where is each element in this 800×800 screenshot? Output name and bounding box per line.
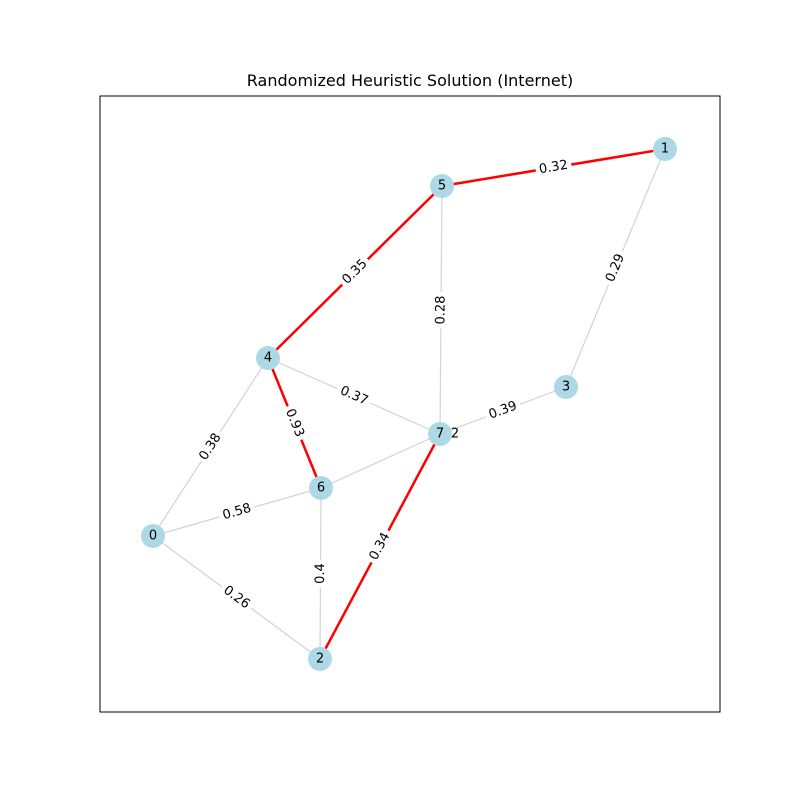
edge-label-4-6: 0.93	[282, 407, 307, 439]
plot-frame	[99, 95, 721, 713]
edge-label-7-2-background	[364, 526, 396, 567]
node-4	[256, 346, 280, 370]
node-0	[141, 524, 165, 548]
edge-label-5-7-group: 0.28	[432, 291, 450, 329]
edge-label-4-7: 0.37	[338, 383, 371, 408]
node-label-4: 4	[264, 351, 272, 366]
edge-label-7-2-group: 0.34	[364, 526, 396, 567]
edge-label-0-4-background	[194, 427, 227, 467]
edge-label-6-2-group: 0.4	[312, 559, 329, 588]
edge-label-0-2-group: 0.26	[217, 580, 256, 615]
node-label-1: 1	[661, 142, 669, 157]
edge-label-4-5-background	[336, 253, 374, 291]
edge-label-6-2-background	[312, 559, 329, 588]
edge-label-4-6-group: 0.93	[280, 403, 309, 443]
node-label-6: 6	[317, 481, 325, 496]
node-label-2: 2	[316, 652, 324, 667]
edge-label-6-2: 0.4	[313, 563, 328, 584]
edge-label-5-1-background	[534, 156, 573, 179]
node-label-7: 7	[436, 427, 444, 442]
edge-label-5-7-background	[432, 291, 450, 329]
edge-label-partial-6-7: 2	[451, 427, 459, 442]
edge-label-5-1: 0.32	[538, 158, 569, 178]
edge-label-5-1-group: 0.32	[534, 156, 573, 179]
edge-label-5-7: 0.28	[433, 295, 448, 324]
node-2	[308, 647, 332, 671]
edge-label-4-6-background	[280, 403, 309, 443]
node-5	[430, 174, 454, 198]
node-6	[309, 476, 333, 500]
node-1	[653, 137, 677, 161]
edge-label-0-2-background	[217, 580, 256, 615]
node-label-0: 0	[149, 529, 157, 544]
edge-label-4-7-group: 0.37	[334, 381, 374, 411]
node-label-3: 3	[562, 380, 570, 395]
edge-label-1-3-background	[601, 248, 630, 288]
edge-label-7-3-group: 0.39	[483, 396, 523, 425]
edge-label-1-3: 0.29	[603, 252, 628, 284]
node-label-5: 5	[438, 179, 446, 194]
chart-title: Randomized Heuristic Solution (Internet)	[246, 71, 574, 90]
edge-label-0-4-group: 0.38	[194, 427, 227, 467]
nodes-layer: 0 1 2 3 4 5 6 7	[141, 137, 677, 671]
edge-labels-layer: 20.380.580.260.40.370.280.290.390.320.35…	[194, 156, 630, 615]
edge-label-0-6-group: 0.58	[217, 499, 257, 525]
edge-label-4-7-background	[334, 381, 374, 411]
edge-6-7	[320, 433, 441, 489]
node-3	[554, 375, 578, 399]
node-7	[428, 422, 452, 446]
edge-label-0-6-background	[217, 499, 257, 525]
edge-label-7-3-background	[483, 396, 523, 425]
edge-label-1-3-group: 0.29	[601, 248, 630, 288]
